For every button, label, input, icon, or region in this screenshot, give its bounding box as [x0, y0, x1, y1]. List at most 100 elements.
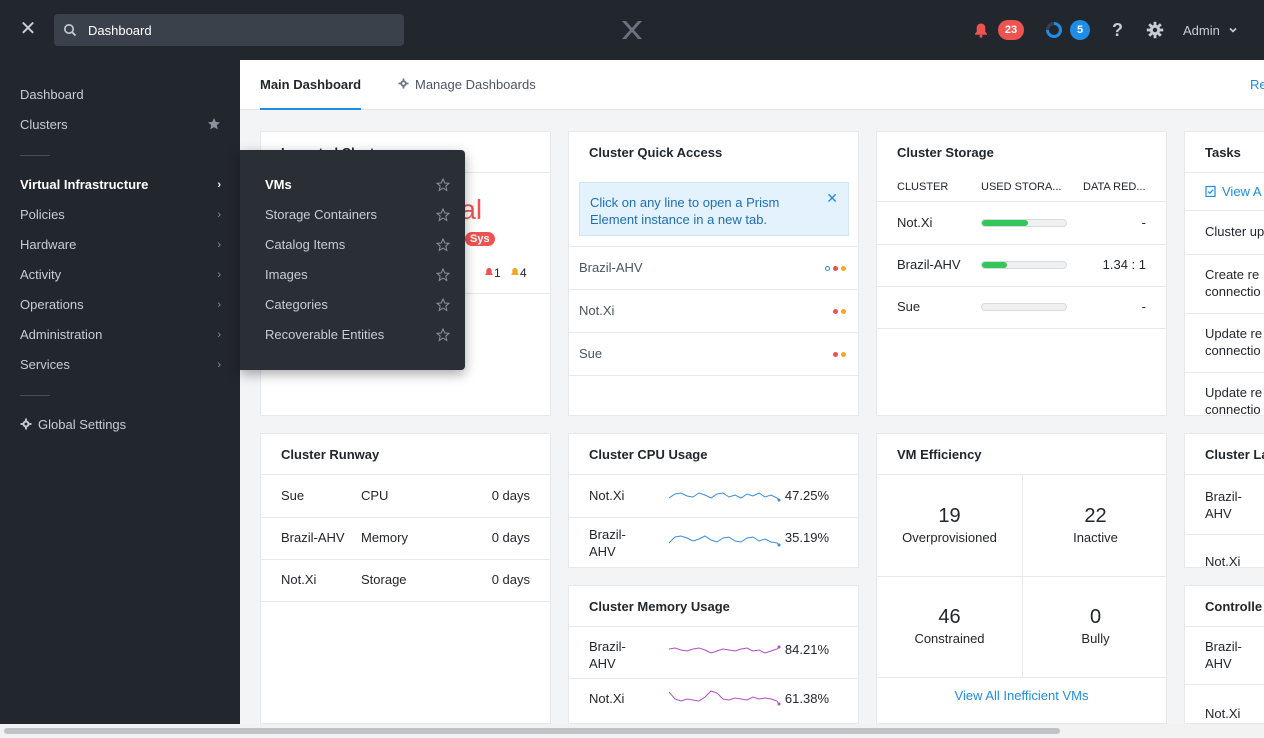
search-box[interactable] [54, 14, 404, 46]
sidebar-item-policies[interactable]: Policies › [20, 200, 225, 230]
flyout-item-categories[interactable]: Categories [265, 290, 450, 320]
flyout-item-storage-containers[interactable]: Storage Containers [265, 200, 450, 230]
link-label: View A [1222, 184, 1262, 199]
chevron-right-icon: › [217, 209, 221, 221]
cluster-name: Sue [281, 488, 305, 503]
status-dot [841, 309, 846, 315]
dashboard-tabs: Main Dashboard Manage Dashboards Reset [240, 60, 1264, 110]
cluster-name: Brazil-AHV [281, 530, 345, 545]
flyout-item-catalog-items[interactable]: Catalog Items [265, 230, 450, 260]
cluster-name-line: Brazil- [1205, 489, 1242, 504]
cluster-name: Not.Xi [897, 215, 933, 230]
sidebar-item-clusters[interactable]: Clusters [20, 110, 225, 140]
table-row[interactable]: Brazil-AHV Memory 0 days [261, 518, 550, 560]
list-item[interactable]: Brazil-AHV [569, 247, 858, 289]
sidebar-item-operations[interactable]: Operations › [20, 290, 225, 320]
list-item[interactable]: Not.Xi [569, 290, 858, 332]
overprovisioned-stat[interactable]: 19 Overprovisioned [877, 505, 1022, 545]
divider [877, 328, 1166, 329]
view-all-inefficient-vms-link[interactable]: View All Inefficient VMs [954, 688, 1089, 703]
divider [261, 559, 550, 560]
sidebar-item-label: Activity [20, 267, 62, 282]
table-row[interactable]: Sue - [877, 287, 1166, 329]
table-row[interactable]: Not.Xi - [877, 202, 1166, 244]
tasks-count-badge: 5 [1070, 20, 1090, 40]
flyout-item-images[interactable]: Images [265, 260, 450, 290]
status-dot [841, 352, 846, 358]
bully-stat[interactable]: 0 Bully [1023, 606, 1166, 646]
divider [569, 626, 858, 627]
cluster-name: Brazil-AHV [579, 260, 643, 275]
star-icon[interactable] [436, 178, 450, 192]
alerts-button[interactable]: 23 [973, 18, 1024, 42]
gear-icon [20, 418, 32, 430]
inactive-stat[interactable]: 22 Inactive [1023, 505, 1166, 545]
user-menu[interactable]: Admin [1183, 18, 1238, 42]
tasks-button[interactable]: 5 [1045, 18, 1090, 42]
sidebar-item-hardware[interactable]: Hardware › [20, 230, 225, 260]
task-item[interactable]: Create re connectio [1205, 266, 1261, 300]
tab-main-dashboard[interactable]: Main Dashboard [260, 60, 362, 110]
star-filled-icon[interactable] [207, 117, 221, 131]
cluster-name[interactable]: Not.Xi [1205, 706, 1241, 721]
sidebar-item-virtual-infrastructure[interactable]: Virtual Infrastructure › [20, 170, 225, 200]
flyout-item-recoverable-entities[interactable]: Recoverable Entities [265, 320, 450, 350]
star-icon[interactable] [436, 208, 450, 222]
usage-bar-fill [982, 220, 1029, 226]
flyout-item-label: Images [265, 267, 308, 282]
task-item[interactable]: Cluster up [1205, 224, 1264, 239]
constrained-stat[interactable]: 46 Constrained [877, 606, 1022, 646]
settings-button[interactable] [1146, 18, 1164, 42]
table-row[interactable]: Brazil- AHV 84.21% [569, 627, 858, 677]
scrollbar-thumb[interactable] [4, 728, 1060, 734]
reset-link[interactable]: Reset [1250, 77, 1264, 92]
table-row[interactable]: Brazil- AHV 35.19% [569, 518, 858, 567]
status-dots [822, 260, 846, 275]
star-icon[interactable] [436, 238, 450, 252]
divider [261, 601, 550, 602]
sidebar-item-activity[interactable]: Activity › [20, 260, 225, 290]
resource-name: CPU [361, 488, 389, 503]
card-title: Controlle [1205, 599, 1263, 614]
sidebar-item-dashboard[interactable]: Dashboard [20, 80, 225, 110]
chevron-right-icon: › [217, 239, 221, 251]
cluster-name: Not.Xi [589, 691, 625, 706]
table-row[interactable]: Not.Xi Storage 0 days [261, 560, 550, 602]
star-icon[interactable] [436, 268, 450, 282]
chevron-right-icon: › [217, 269, 221, 281]
table-row[interactable]: Not.Xi 47.25% [569, 475, 858, 517]
view-all-tasks-link[interactable]: View A [1205, 184, 1262, 199]
star-icon[interactable] [436, 298, 450, 312]
list-item[interactable]: Sue [569, 333, 858, 375]
table-row[interactable]: Sue CPU 0 days [261, 475, 550, 517]
table-row[interactable]: Brazil-AHV 1.34 : 1 [877, 245, 1166, 287]
flyout-item-vms[interactable]: VMs [265, 170, 450, 200]
help-button[interactable]: ? [1112, 18, 1123, 42]
sidebar-item-global-settings[interactable]: Global Settings [20, 410, 225, 440]
star-icon[interactable] [436, 328, 450, 342]
task-item[interactable]: Update re connectio [1205, 325, 1262, 359]
cluster-name[interactable]: Brazil- AHV [1205, 638, 1242, 672]
sidebar-item-services[interactable]: Services › [20, 350, 225, 380]
cluster-name[interactable]: Brazil- AHV [1205, 488, 1242, 522]
close-icon[interactable]: ✕ [19, 18, 37, 40]
critical-count: 1 [494, 266, 501, 280]
divider [569, 474, 858, 475]
cluster-name[interactable]: Not.Xi [1205, 554, 1241, 568]
sidebar-item-administration[interactable]: Administration › [20, 320, 225, 350]
sidebar-item-label: Services [20, 357, 70, 372]
usage-value: 47.25% [784, 488, 829, 503]
tab-manage-dashboards[interactable]: Manage Dashboards [398, 60, 536, 110]
info-banner: Click on any line to open a Prism Elemen… [579, 182, 849, 236]
table-row[interactable]: Not.Xi 61.38% [569, 679, 858, 721]
cluster-name: Brazil-AHV [897, 257, 961, 272]
usage-value: 61.38% [784, 691, 829, 706]
card-title: Cluster Storage [897, 145, 994, 160]
usage-bar [981, 303, 1067, 311]
task-item[interactable]: Update re connectio [1205, 384, 1262, 415]
search-input[interactable] [88, 14, 388, 46]
runway-value: 0 days [491, 572, 530, 587]
horizontal-scrollbar[interactable] [0, 724, 1264, 738]
cluster-runway-card: Cluster Runway Sue CPU 0 days Brazil-AHV… [260, 433, 551, 724]
close-icon[interactable]: ✕ [826, 190, 838, 206]
